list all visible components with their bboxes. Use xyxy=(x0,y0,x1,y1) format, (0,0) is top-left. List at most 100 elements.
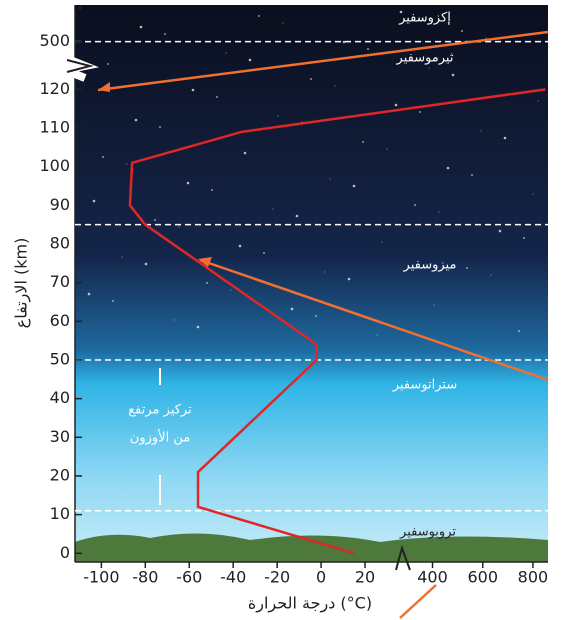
star xyxy=(88,293,91,296)
x-tick-label: 400 xyxy=(417,568,448,587)
y-tick-label: 500 xyxy=(39,31,70,50)
star xyxy=(244,152,247,155)
star xyxy=(504,137,507,140)
x-tick-label: 800 xyxy=(518,568,549,587)
star xyxy=(335,86,336,87)
star xyxy=(452,74,455,77)
star xyxy=(429,68,430,69)
x-tick-label: 600 xyxy=(467,568,498,587)
star xyxy=(486,38,487,39)
x-tick-label: -80 xyxy=(132,568,158,587)
star xyxy=(382,242,383,243)
y-tick-label: 120 xyxy=(39,79,70,98)
star xyxy=(135,119,138,122)
star xyxy=(197,326,200,329)
star xyxy=(395,104,398,107)
star xyxy=(466,267,468,269)
y-tick-label: 70 xyxy=(50,272,70,291)
star xyxy=(447,167,450,170)
star xyxy=(226,53,227,54)
star xyxy=(538,101,539,102)
star xyxy=(283,23,284,24)
star xyxy=(310,78,312,80)
x-tick-label: -40 xyxy=(220,568,246,587)
ozone-label: من الأوزون xyxy=(130,429,190,446)
star xyxy=(325,272,326,273)
star xyxy=(518,330,520,332)
star xyxy=(434,305,435,306)
star xyxy=(127,164,128,165)
star xyxy=(179,227,180,228)
star xyxy=(187,182,190,185)
star xyxy=(273,209,274,210)
ozone-label: تركيز مرتفع xyxy=(128,403,192,418)
star xyxy=(343,41,346,44)
star xyxy=(439,212,440,213)
layer-label: إكزوسفير xyxy=(398,11,451,26)
layer-label: تروبوسفير xyxy=(399,525,456,540)
star xyxy=(414,204,416,206)
x-tick-label: -60 xyxy=(176,568,202,587)
y-axis-title: الارتفاع (km) xyxy=(12,238,32,329)
star xyxy=(112,300,114,302)
y-tick-label: 30 xyxy=(50,427,70,446)
y-tick-label: 80 xyxy=(50,233,70,252)
x-axis-title: درجة الحرارة (°C) xyxy=(248,594,372,614)
star xyxy=(419,111,421,113)
star xyxy=(174,320,175,321)
y-tick-label: 10 xyxy=(50,504,70,523)
star xyxy=(291,308,294,311)
y-tick-label: 110 xyxy=(39,117,70,136)
star xyxy=(278,116,279,117)
star xyxy=(206,282,208,284)
arrow xyxy=(400,585,436,618)
star xyxy=(192,89,195,92)
chart: 0 10 20 30 40 50 60 70 80 90 100 110 120 500 -100 -80 -6… xyxy=(0,0,564,620)
star xyxy=(211,189,213,191)
y-tick-label: 90 xyxy=(50,195,70,214)
y-tick-label: 50 xyxy=(50,349,70,368)
star xyxy=(122,257,123,258)
layer-label: ستراتوسفير xyxy=(392,378,458,393)
star xyxy=(348,278,351,281)
star xyxy=(154,219,156,221)
star xyxy=(353,185,356,188)
star xyxy=(377,335,378,336)
star xyxy=(315,315,317,317)
star xyxy=(461,30,463,32)
star xyxy=(159,126,161,128)
star xyxy=(533,194,534,195)
sky-background xyxy=(75,5,548,562)
star xyxy=(263,252,265,254)
star xyxy=(145,263,148,266)
x-tick-label: -20 xyxy=(264,568,290,587)
x-tick-label: -100 xyxy=(83,568,119,587)
star xyxy=(481,131,482,132)
star xyxy=(523,237,525,239)
star xyxy=(258,15,260,17)
star xyxy=(491,275,492,276)
star xyxy=(231,290,232,291)
star xyxy=(362,141,364,143)
star xyxy=(164,33,166,35)
layer-label: ثيرموسفير xyxy=(396,51,454,66)
star xyxy=(367,48,369,50)
star xyxy=(387,149,388,150)
star xyxy=(93,200,96,203)
star xyxy=(102,156,104,158)
y-tick-label: 0 xyxy=(60,543,70,562)
x-tick-label: 20 xyxy=(355,568,375,587)
star xyxy=(330,179,331,180)
star xyxy=(80,8,81,9)
star xyxy=(140,26,143,29)
star xyxy=(296,215,299,218)
star xyxy=(499,230,502,233)
star xyxy=(249,59,252,62)
layer-label: ميزوسفير xyxy=(403,258,457,273)
y-tick-label: 40 xyxy=(50,388,70,407)
star xyxy=(239,245,242,248)
y-tick-label: 100 xyxy=(39,156,70,175)
y-tick-label: 60 xyxy=(50,311,70,330)
x-tick-label: 0 xyxy=(316,568,326,587)
star xyxy=(216,96,218,98)
